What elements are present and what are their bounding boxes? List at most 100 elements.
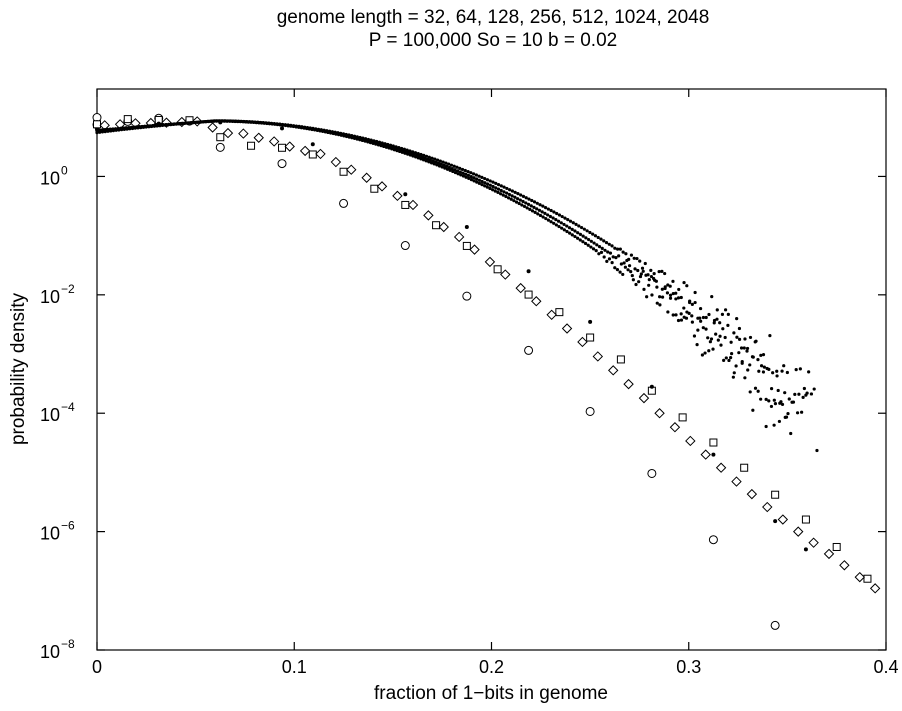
density-curve-dot <box>217 119 221 123</box>
density-curve-dot <box>557 224 561 229</box>
density-curve-dot <box>566 218 570 222</box>
density-curve-dot <box>536 212 540 216</box>
density-curve-dot <box>775 369 779 373</box>
density-curve-dot <box>254 121 258 125</box>
density-curve-dot <box>507 188 512 192</box>
density-curve-dot <box>537 208 542 212</box>
diamond-marker <box>346 164 357 175</box>
density-curve-dot <box>772 423 776 427</box>
density-curve-dot <box>700 353 705 357</box>
density-curve-dot <box>460 167 465 172</box>
density-curve-dot <box>228 119 232 123</box>
square-marker <box>432 221 441 230</box>
density-curve-dot <box>596 235 600 240</box>
density-curve-dot <box>358 138 362 142</box>
density-curve-dot <box>494 186 498 190</box>
density-curve-dot <box>610 261 614 265</box>
density-curve-dot <box>570 227 574 231</box>
density-curve-dot <box>326 130 330 135</box>
density-curve-dot <box>310 127 314 132</box>
density-curve-dot <box>739 346 744 350</box>
density-curve-dot <box>573 229 577 233</box>
density-curve-dot <box>546 218 550 222</box>
density-curve-dot <box>520 203 524 207</box>
diamond-marker <box>484 256 496 268</box>
density-curve-dot <box>522 204 527 209</box>
density-curve-dot <box>778 401 782 405</box>
density-curve-dot <box>422 158 426 162</box>
density-curve-dot <box>655 301 659 305</box>
density-curve-dot <box>543 206 548 210</box>
density-curve-dot <box>260 121 264 125</box>
density-curve-dot <box>424 159 428 163</box>
density-curve-dot <box>554 218 558 222</box>
density-curve-dot <box>555 211 559 216</box>
density-curve-dot <box>551 216 555 220</box>
density-curve-dot <box>331 131 335 136</box>
density-curve-dot <box>630 273 634 278</box>
y-tick-label: 10 <box>40 405 60 425</box>
density-curve-dot <box>734 364 738 368</box>
density-curve-dot <box>562 228 566 232</box>
density-curve-dot <box>521 194 526 198</box>
density-curve-dot <box>743 376 747 380</box>
density-curve-dot <box>469 171 473 175</box>
density-curve-dot <box>382 144 386 149</box>
density-curve-dot <box>690 302 694 306</box>
density-curve-dot <box>435 158 440 162</box>
dot-marker <box>403 192 408 197</box>
density-curve-dot <box>650 293 654 297</box>
density-curve-dot <box>776 388 780 393</box>
density-curve-dot <box>151 123 155 128</box>
density-curve-dot <box>706 336 710 340</box>
density-curve-dot <box>360 138 365 143</box>
density-curve-dot <box>716 338 720 342</box>
density-curve-dot <box>374 142 378 146</box>
density-curve-dot <box>679 312 683 316</box>
diamond-marker <box>268 136 280 147</box>
y-tick-exponent: −2 <box>61 282 75 296</box>
density-curve-dot <box>379 144 383 148</box>
density-curve-dot <box>371 141 375 145</box>
density-curve-dot <box>475 180 479 184</box>
density-curve-dot <box>387 146 391 150</box>
diamond-marker <box>361 172 372 183</box>
density-curve-dot <box>690 314 694 318</box>
density-curve-dot <box>560 226 564 230</box>
density-curve-dot <box>265 121 269 126</box>
density-curve-dot <box>699 319 703 323</box>
density-curve-dot <box>100 128 104 132</box>
circle-marker <box>585 406 595 416</box>
density-curve-dot <box>757 369 761 373</box>
x-tick-label: 0 <box>92 657 102 677</box>
density-curve-dot <box>570 233 574 237</box>
density-curve-dot <box>621 250 625 254</box>
density-curve-dot <box>469 174 473 179</box>
diamond-marker <box>869 583 881 594</box>
dot-marker <box>803 547 808 552</box>
density-curve-dot <box>782 364 786 368</box>
density-curve-dot <box>698 306 703 311</box>
density-curve-dot <box>791 400 796 404</box>
density-curve-dot <box>676 296 681 300</box>
density-curve-dot <box>583 241 588 246</box>
diamond-marker <box>839 560 850 571</box>
diamond-marker <box>238 128 249 139</box>
density-curve-dot <box>768 334 772 338</box>
density-curve-dot <box>592 241 596 245</box>
density-curve-dot <box>679 295 683 300</box>
density-curve-dot <box>718 321 722 325</box>
density-curve-dot <box>759 397 763 401</box>
density-curve-dot <box>427 160 431 164</box>
y-tick-label: 10 <box>40 168 60 188</box>
density-curve-dot <box>591 247 596 251</box>
density-curve-dot <box>521 199 525 204</box>
density-curve-dot <box>668 296 673 300</box>
density-curve-dot <box>209 119 213 123</box>
density-curve-dot <box>323 130 327 134</box>
density-curve-dot <box>474 173 478 177</box>
density-curve-dot <box>767 399 771 403</box>
density-curve-dot <box>693 300 697 305</box>
square-marker <box>123 115 132 124</box>
density-curve-dot <box>693 290 697 295</box>
